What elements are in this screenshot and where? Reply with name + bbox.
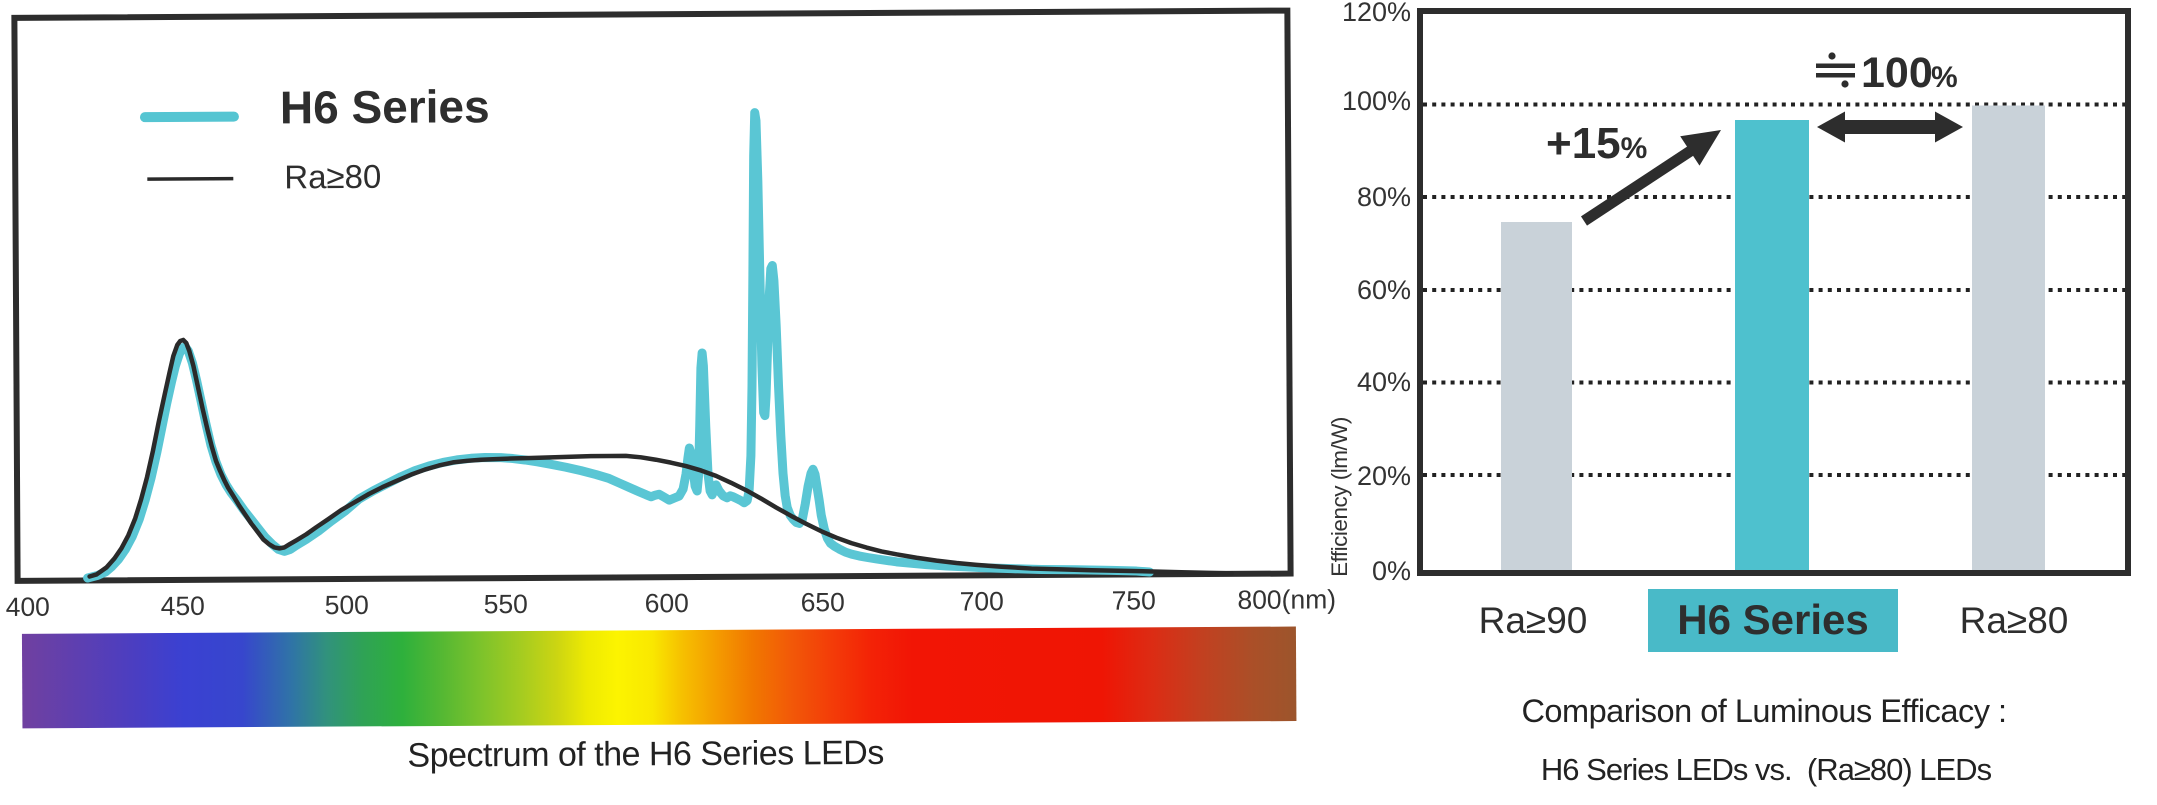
svg-text:550: 550	[484, 589, 528, 619]
svg-text:750: 750	[1112, 585, 1156, 615]
svg-text:650: 650	[801, 587, 845, 617]
svg-text:120%: 120%	[1342, 0, 1411, 27]
svg-text:H6 Series: H6 Series	[280, 80, 490, 133]
svg-text:400: 400	[6, 592, 50, 622]
svg-text:40%: 40%	[1357, 367, 1411, 397]
svg-text:+15%: +15%	[1546, 119, 1647, 168]
svg-text:20%: 20%	[1357, 461, 1411, 491]
svg-text:H6 Series: H6 Series	[1677, 596, 1868, 643]
svg-text:100: 100	[1861, 49, 1933, 97]
svg-text:Efficiency (lm/W): Efficiency (lm/W)	[1330, 417, 1352, 577]
svg-text:Ra≥80: Ra≥80	[284, 158, 381, 196]
svg-text:Comparison of Luminous Efficac: Comparison of Luminous Efficacy :	[1521, 693, 2006, 729]
svg-text:Spectrum of the H6 Series LEDs: Spectrum of the H6 Series LEDs	[407, 734, 884, 775]
svg-text:600: 600	[645, 588, 689, 618]
svg-text:0%: 0%	[1372, 556, 1411, 586]
svg-text:60%: 60%	[1357, 275, 1411, 305]
svg-text:80%: 80%	[1357, 182, 1411, 212]
svg-text:100%: 100%	[1342, 86, 1411, 116]
svg-text:800(nm): 800(nm)	[1237, 584, 1336, 615]
svg-text:Ra≥90: Ra≥90	[1479, 600, 1588, 641]
svg-text:700: 700	[960, 586, 1004, 616]
svg-text:Ra≥80: Ra≥80	[1960, 600, 2069, 641]
svg-text:%: %	[1931, 61, 1958, 94]
svg-text:H6 Series LEDs vs. (Ra≥80) LE: H6 Series LEDs vs. (Ra≥80) LEDs	[1541, 752, 1992, 787]
svg-text:500: 500	[325, 590, 369, 620]
svg-text:450: 450	[161, 591, 205, 621]
